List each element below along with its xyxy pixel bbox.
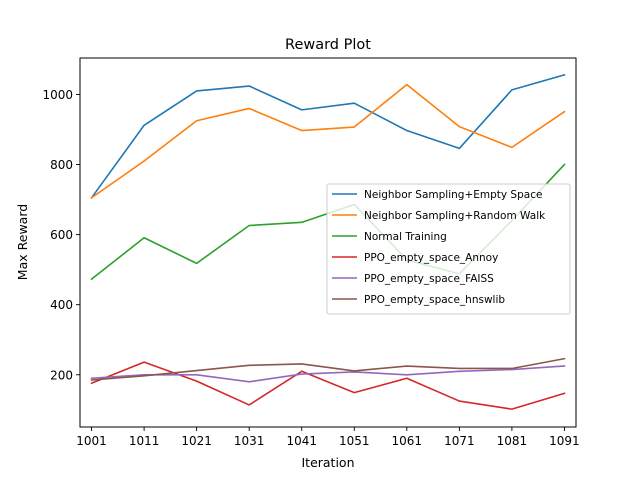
legend-label-5: PPO_empty_space_FAISS	[364, 273, 494, 285]
x-tick-label: 1041	[286, 434, 317, 448]
x-tick-label: 1031	[234, 434, 265, 448]
x-axis: 1001 1011 1021 1031 1041 1051 1061 1071 1081 1091	[76, 427, 580, 448]
x-tick-label: 1021	[181, 434, 212, 448]
series-line-1	[90, 73, 566, 199]
x-tick-label: 1001	[76, 434, 107, 448]
y-tick-label: 1000	[42, 88, 73, 102]
plot-frame	[79, 57, 577, 428]
x-tick-label: 1051	[339, 434, 370, 448]
legend-label-4: PPO_empty_space_Annoy	[364, 252, 498, 264]
legend: Neighbor Sampling+Empty Space Neighbor Sa…	[326, 183, 571, 315]
x-tick-label: 1091	[549, 434, 580, 448]
x-tick-label: 1071	[444, 434, 475, 448]
y-tick-label: 600	[50, 228, 73, 242]
x-tick-label: 1061	[392, 434, 423, 448]
y-tick-label: 400	[50, 298, 73, 312]
legend-label-6: PPO_empty_space_hnswlib	[364, 294, 505, 306]
chart-title: Reward Plot	[285, 37, 371, 53]
legend-label-1: Neighbor Sampling+Empty Space	[364, 189, 542, 201]
y-tick-label: 200	[50, 368, 73, 382]
legend-box	[326, 183, 571, 315]
legend-label-2: Neighbor Sampling+Random Walk	[364, 210, 546, 222]
x-tick-label: 1011	[129, 434, 160, 448]
y-axis-label: Max Reward	[15, 204, 30, 280]
y-tick-label: 800	[50, 158, 73, 172]
x-axis-label: Iteration	[301, 455, 354, 470]
series-line-4	[90, 361, 566, 410]
x-tick-label: 1081	[497, 434, 528, 448]
series-line-6	[90, 357, 566, 381]
legend-label-3: Normal Training	[364, 231, 447, 243]
series-line-2	[90, 83, 566, 199]
y-axis: 200 400 600 800 1000	[42, 88, 80, 382]
series-line-5	[90, 365, 566, 383]
